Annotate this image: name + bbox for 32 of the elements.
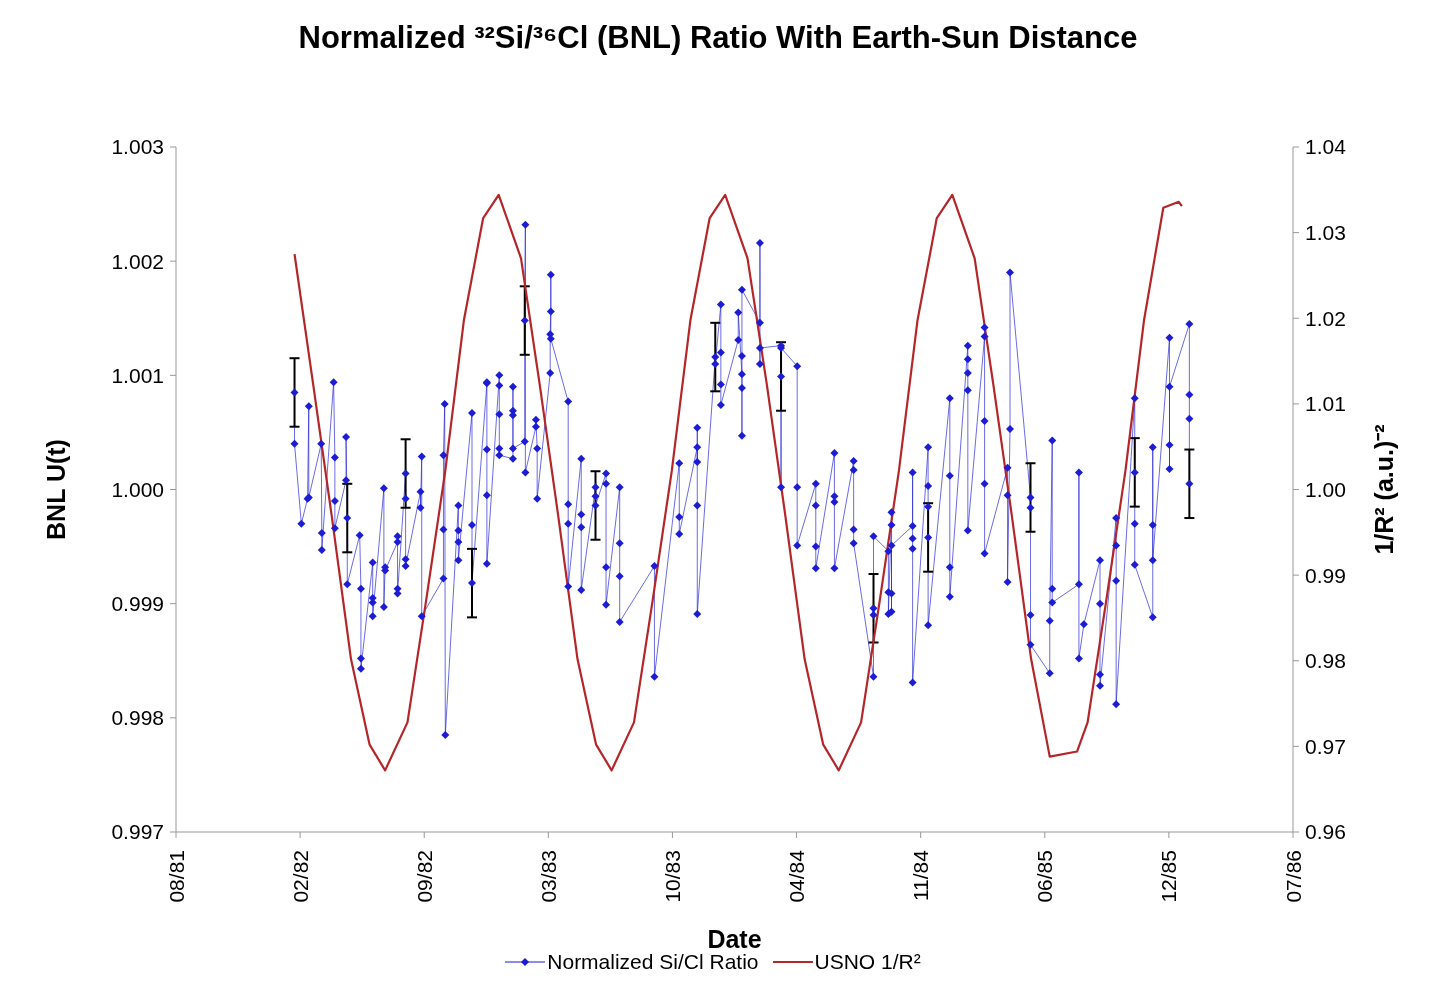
chart-title: Normalized ³²Si/³⁶Cl (BNL) Ratio With Earth-Sun Distance	[297, 20, 1139, 56]
y2-tick-label: 0.99	[1305, 563, 1346, 587]
legend-label: USNO 1/R²	[814, 950, 921, 974]
x-tick-label: 10/83	[660, 850, 684, 903]
y-axis-title: BNL U(t)	[41, 439, 70, 540]
y-tick-label: 0.998	[111, 706, 164, 730]
y2-tick-label: 1.01	[1305, 392, 1346, 416]
y2-tick-label: 1.02	[1305, 306, 1346, 330]
y-tick-label: 1.000	[111, 477, 164, 501]
y-tick-label: 1.002	[111, 249, 164, 273]
y2-tick-label: 0.96	[1305, 820, 1346, 844]
x-tick-label: 04/84	[785, 849, 809, 903]
y2-tick-label: 0.98	[1305, 649, 1346, 673]
y-tick-label: 1.003	[111, 135, 164, 159]
x-axis-title: Date	[707, 925, 762, 953]
x-tick-label: 09/82	[412, 850, 436, 903]
x-tick-label: 02/82	[288, 850, 312, 903]
y2-tick-label: 1.03	[1305, 221, 1346, 245]
y2-axis-title: 1/R² (a.u.)⁻²	[1369, 424, 1398, 555]
x-tick-label: 11/84	[909, 849, 933, 901]
y2-tick-label: 0.97	[1305, 734, 1346, 758]
x-tick-label: 07/86	[1281, 850, 1305, 903]
y-tick-label: 0.999	[111, 592, 164, 616]
legend-label: Normalized Si/Cl Ratio	[547, 950, 759, 974]
x-tick-label: 12/85	[1157, 850, 1181, 903]
x-tick-label: 08/81	[164, 850, 188, 903]
y-tick-label: 0.997	[111, 820, 164, 844]
y2-tick-label: 1.00	[1305, 477, 1346, 501]
y2-tick-label: 1.04	[1305, 135, 1347, 159]
y-tick-label: 1.001	[111, 363, 164, 387]
x-tick-label: 03/83	[536, 850, 560, 903]
x-tick-label: 06/85	[1033, 850, 1057, 903]
